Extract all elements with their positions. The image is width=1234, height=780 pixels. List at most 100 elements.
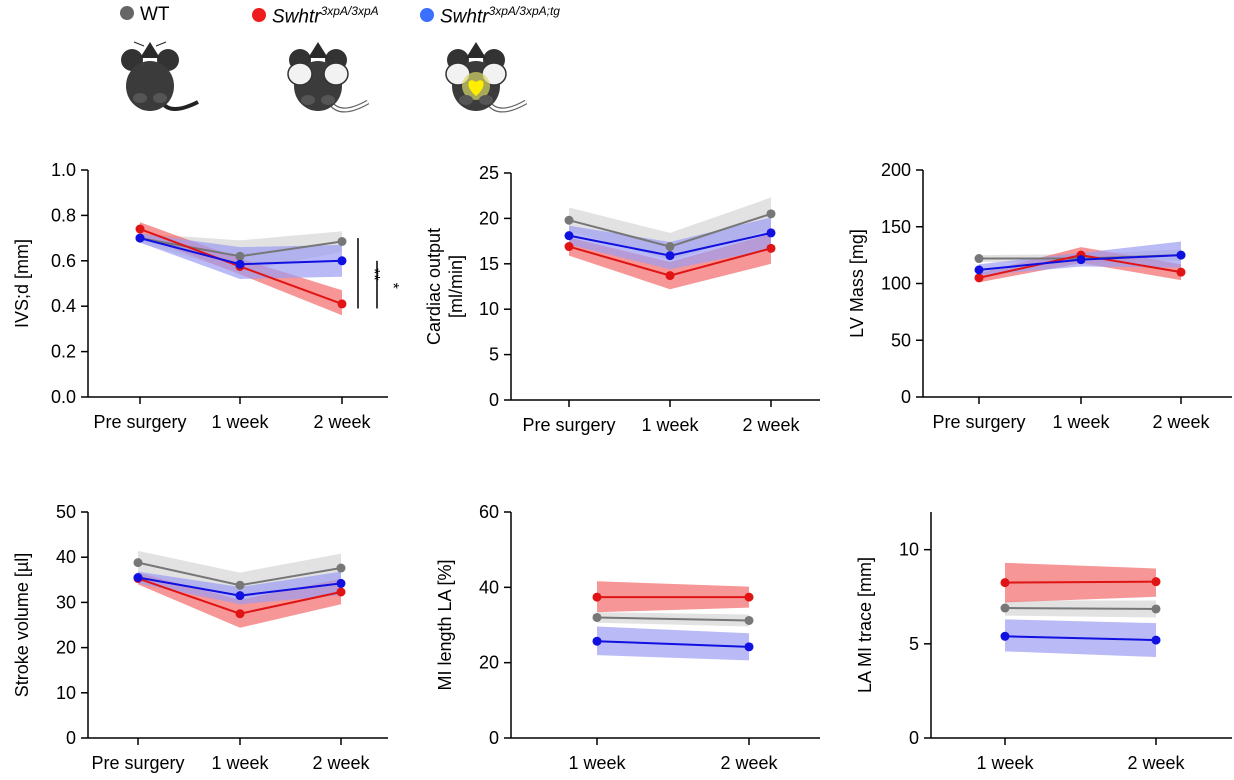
legend-label-wt: WT xyxy=(140,4,170,25)
point-mut xyxy=(336,587,346,597)
line-wt xyxy=(596,616,750,622)
y-tick-label: 0 xyxy=(909,728,919,748)
y-tick-label: 200 xyxy=(881,160,911,180)
point-tg xyxy=(235,591,245,601)
line-wt xyxy=(1004,607,1157,610)
y-tick-label: 10 xyxy=(56,683,76,703)
y-tick-label: 0 xyxy=(66,728,76,748)
y-tick-label: 10 xyxy=(479,299,499,319)
chart-6: 0 5 10 1 week 2 week LA MI trace [mm] xyxy=(855,512,1232,773)
point-tg xyxy=(336,578,346,588)
point-tg xyxy=(1076,255,1086,265)
y-tick-label: 0.2 xyxy=(51,342,76,362)
point-mut xyxy=(337,299,347,309)
y-tick-label: 20 xyxy=(479,208,499,228)
legend-label-mutant: Swhtr xyxy=(272,6,321,28)
y-tick-label: 5 xyxy=(909,634,919,654)
legend-item-mutant: Swhtr3xpA/3xpA xyxy=(252,4,379,28)
y-axis-label: LV Mass [mg] xyxy=(847,229,867,338)
line-tg xyxy=(596,640,750,648)
legend-sup-mutant: 3xpA/3xpA xyxy=(320,4,379,18)
x-tick-label: 1 week xyxy=(211,412,269,432)
chart-4: 0 10 20 30 40 50 Pre surgery 1 week 2 week Stroke… xyxy=(12,502,388,773)
y-axis-label: Stroke volume [µl] xyxy=(12,553,32,697)
point-wt xyxy=(133,558,143,568)
point-tg xyxy=(1000,631,1010,641)
point-tg xyxy=(744,642,754,652)
point-mut xyxy=(766,243,776,253)
legend-dot-mutant xyxy=(252,8,266,23)
band-mut xyxy=(569,233,771,290)
wt-mouse-icon xyxy=(121,41,199,111)
y-tick-label: 100 xyxy=(881,274,911,294)
y-tick-label: 50 xyxy=(891,330,911,350)
y-tick-label: 30 xyxy=(56,592,76,612)
chart-2: 0 5 10 15 20 25 Pre surgery 1 week 2 week Cardiac… xyxy=(424,163,820,435)
x-tick-label: 2 week xyxy=(742,415,800,435)
y-tick-label: 40 xyxy=(479,577,499,597)
legend-label-transgenic: Swhtr xyxy=(440,6,489,28)
point-tg xyxy=(135,233,145,243)
y-tick-label: 50 xyxy=(56,502,76,522)
point-mut xyxy=(1176,267,1186,277)
point-tg xyxy=(133,573,143,583)
significance-label: * xyxy=(384,283,401,289)
x-tick-label: 2 week xyxy=(1127,753,1185,773)
point-mut xyxy=(564,242,574,252)
y-tick-label: 1.0 xyxy=(51,160,76,180)
point-tg xyxy=(235,259,245,269)
point-mut xyxy=(665,271,675,281)
y-axis-label: Cardiac output xyxy=(424,228,444,345)
point-tg xyxy=(564,231,574,241)
x-tick-label: 2 week xyxy=(720,753,778,773)
point-wt xyxy=(1000,603,1010,613)
point-wt xyxy=(744,615,754,625)
y-axis-label: IVS;d [mm] xyxy=(12,239,32,328)
x-tick-label: 1 week xyxy=(568,753,626,773)
y-tick-label: 0.4 xyxy=(51,296,76,316)
x-tick-label: Pre surgery xyxy=(522,415,615,435)
point-mut xyxy=(744,592,754,602)
legend-dot-wt xyxy=(120,5,134,20)
point-wt xyxy=(336,563,346,573)
y-tick-label: 20 xyxy=(56,638,76,658)
y-tick-label: 0.6 xyxy=(51,251,76,271)
y-axis-label: LA MI trace [mm] xyxy=(855,557,875,693)
x-tick-label: Pre surgery xyxy=(93,412,186,432)
point-wt xyxy=(665,242,675,252)
point-mut xyxy=(974,273,984,283)
x-tick-label: 1 week xyxy=(641,415,699,435)
point-mut xyxy=(135,224,145,234)
y-tick-label: 5 xyxy=(489,345,499,365)
point-tg xyxy=(592,636,602,646)
x-tick-label: 2 week xyxy=(1152,412,1210,432)
y-tick-label: 150 xyxy=(881,217,911,237)
x-tick-label: Pre surgery xyxy=(91,753,184,773)
x-tick-label: 2 week xyxy=(313,412,371,432)
legend-sup-transgenic: 3xpA/3xpA;tg xyxy=(488,4,560,18)
x-tick-label: Pre surgery xyxy=(932,412,1025,432)
x-tick-label: 1 week xyxy=(1052,412,1110,432)
y-tick-label: 0.8 xyxy=(51,205,76,225)
point-mut xyxy=(235,609,245,619)
y-tick-label: 0.0 xyxy=(51,387,76,407)
chart-5: 0 20 40 60 1 week 2 week MI length LA [%] xyxy=(435,502,820,773)
point-tg xyxy=(766,228,776,238)
legend-item-transgenic: Swhtr3xpA/3xpA;tg xyxy=(420,4,560,28)
point-wt xyxy=(564,215,574,225)
y-tick-label: 20 xyxy=(479,653,499,673)
point-tg xyxy=(1151,635,1161,645)
y-tick-label: 0 xyxy=(489,728,499,748)
y-tick-label: 25 xyxy=(479,163,499,183)
y-tick-label: 15 xyxy=(479,254,499,274)
y-axis-label: MI length LA [%] xyxy=(435,559,455,690)
chart-1: 0.0 0.2 0.4 0.6 0.8 1.0 Pre surgery 1 week 2 wee… xyxy=(12,160,401,432)
y-tick-label: 40 xyxy=(56,547,76,567)
point-tg xyxy=(1176,250,1186,260)
point-tg xyxy=(974,265,984,275)
y-tick-label: 10 xyxy=(899,540,919,560)
y-axis-label: [ml/min] xyxy=(446,255,466,318)
transgenic-mouse-icon xyxy=(445,42,528,113)
point-wt xyxy=(337,237,347,247)
y-tick-label: 60 xyxy=(479,502,499,522)
